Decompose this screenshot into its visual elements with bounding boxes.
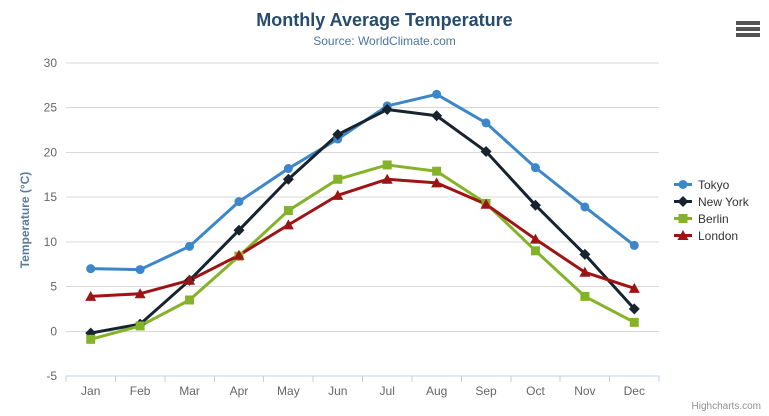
legend-marker-diamond-icon (674, 196, 692, 207)
marker-berlin-feb[interactable] (135, 321, 145, 331)
legend-marker-square-icon (674, 214, 692, 223)
marker-new-york-apr[interactable] (233, 224, 245, 236)
marker-london-oct[interactable] (529, 233, 541, 244)
series-line-berlin[interactable] (89, 163, 636, 341)
marker-berlin-dec[interactable] (629, 317, 639, 327)
y-axis-label: -5 (46, 369, 57, 383)
marker-berlin-oct[interactable] (530, 246, 540, 256)
marker-tokyo-aug[interactable] (432, 89, 442, 99)
hamburger-menu-icon (736, 21, 760, 25)
marker-berlin-jan[interactable] (86, 334, 96, 344)
chart-title: Monthly Average Temperature (256, 10, 513, 30)
legend-marker-triangle-icon (674, 230, 692, 240)
export-menu-button[interactable] (736, 21, 760, 39)
legend-label: Berlin (698, 211, 729, 226)
marker-london-aug[interactable] (431, 177, 443, 188)
marker-tokyo-may[interactable] (283, 164, 293, 174)
legend-label: Tokyo (698, 177, 730, 192)
marker-berlin-nov[interactable] (580, 291, 590, 301)
x-axis-label: Jun (328, 384, 347, 398)
x-axis-label: Mar (179, 384, 200, 398)
y-axis-label: 15 (44, 190, 58, 204)
marker-berlin-mar[interactable] (185, 295, 195, 305)
credits-link[interactable]: Highcharts.com (691, 401, 761, 412)
marker-tokyo-jan[interactable] (86, 264, 96, 274)
x-axis-label: Feb (130, 384, 151, 398)
y-axis-label: 0 (50, 324, 57, 338)
marker-berlin-aug[interactable] (432, 166, 442, 176)
marker-new-york-oct[interactable] (529, 199, 541, 211)
marker-tokyo-apr[interactable] (234, 197, 244, 207)
y-axis-label: 10 (44, 235, 58, 249)
marker-tokyo-oct[interactable] (530, 163, 540, 173)
legend-item-new-york[interactable]: New York (673, 193, 749, 210)
marker-london-mar[interactable] (184, 274, 196, 285)
marker-new-york-jun[interactable] (332, 129, 344, 141)
marker-berlin-may[interactable] (283, 206, 293, 216)
series-line-london[interactable] (89, 177, 636, 298)
hamburger-menu-icon (736, 27, 760, 31)
legend-marker-circle-icon (674, 180, 692, 189)
y-axis-label: 20 (44, 145, 58, 159)
hamburger-menu-icon (736, 33, 760, 37)
legend-label: New York (698, 194, 749, 209)
marker-london-dec[interactable] (628, 282, 640, 293)
marker-london-apr[interactable] (233, 249, 245, 260)
legend-marker-diamond-icon (677, 196, 689, 207)
x-axis-label: Aug (426, 384, 447, 398)
marker-london-feb[interactable] (134, 288, 146, 299)
chart-subtitle: Source: WorldClimate.com (313, 34, 456, 48)
legend-marker-square-icon (678, 214, 688, 223)
legend-label: London (698, 228, 739, 243)
y-axis-label: 30 (44, 56, 58, 70)
legend-item-berlin[interactable]: Berlin (673, 210, 749, 227)
marker-tokyo-dec[interactable] (629, 240, 639, 250)
x-axis-label: Sep (475, 384, 497, 398)
marker-tokyo-feb[interactable] (135, 265, 145, 275)
legend-item-london[interactable]: London (673, 227, 749, 244)
marker-tokyo-nov[interactable] (580, 202, 590, 212)
marker-tokyo-mar[interactable] (185, 241, 195, 251)
x-axis-label: Jan (81, 384, 100, 398)
marker-london-nov[interactable] (579, 266, 591, 277)
marker-london-jun[interactable] (332, 189, 344, 200)
x-axis-label: Apr (230, 384, 249, 398)
marker-new-york-nov[interactable] (579, 248, 591, 260)
marker-berlin-jul[interactable] (382, 160, 392, 170)
legend: Tokyo New York Berlin London (673, 176, 749, 244)
marker-berlin-jun[interactable] (333, 174, 343, 184)
y-axis-label: 25 (44, 101, 58, 115)
series-line-new-york[interactable] (89, 108, 636, 335)
x-axis-label: Nov (574, 384, 595, 398)
legend-marker-circle-icon (678, 180, 688, 189)
marker-new-york-may[interactable] (282, 173, 294, 185)
x-axis-label: Dec (624, 384, 645, 398)
marker-new-york-sep[interactable] (480, 146, 492, 158)
y-axis-title: Temperature (°C) (18, 171, 32, 269)
x-axis-label: Oct (526, 384, 545, 398)
marker-new-york-aug[interactable] (431, 110, 443, 122)
legend-marker-triangle-icon (677, 230, 689, 240)
marker-new-york-dec[interactable] (628, 303, 640, 315)
x-axis-label: May (277, 384, 300, 398)
marker-london-jul[interactable] (381, 173, 393, 184)
y-axis-label: 5 (50, 280, 57, 294)
marker-london-sep[interactable] (480, 198, 492, 209)
legend-item-tokyo[interactable]: Tokyo (673, 176, 749, 193)
marker-london-may[interactable] (282, 219, 294, 230)
marker-tokyo-sep[interactable] (481, 118, 491, 128)
x-axis-label: Jul (380, 384, 395, 398)
marker-new-york-jul[interactable] (381, 104, 393, 116)
marker-london-jan[interactable] (85, 290, 97, 301)
